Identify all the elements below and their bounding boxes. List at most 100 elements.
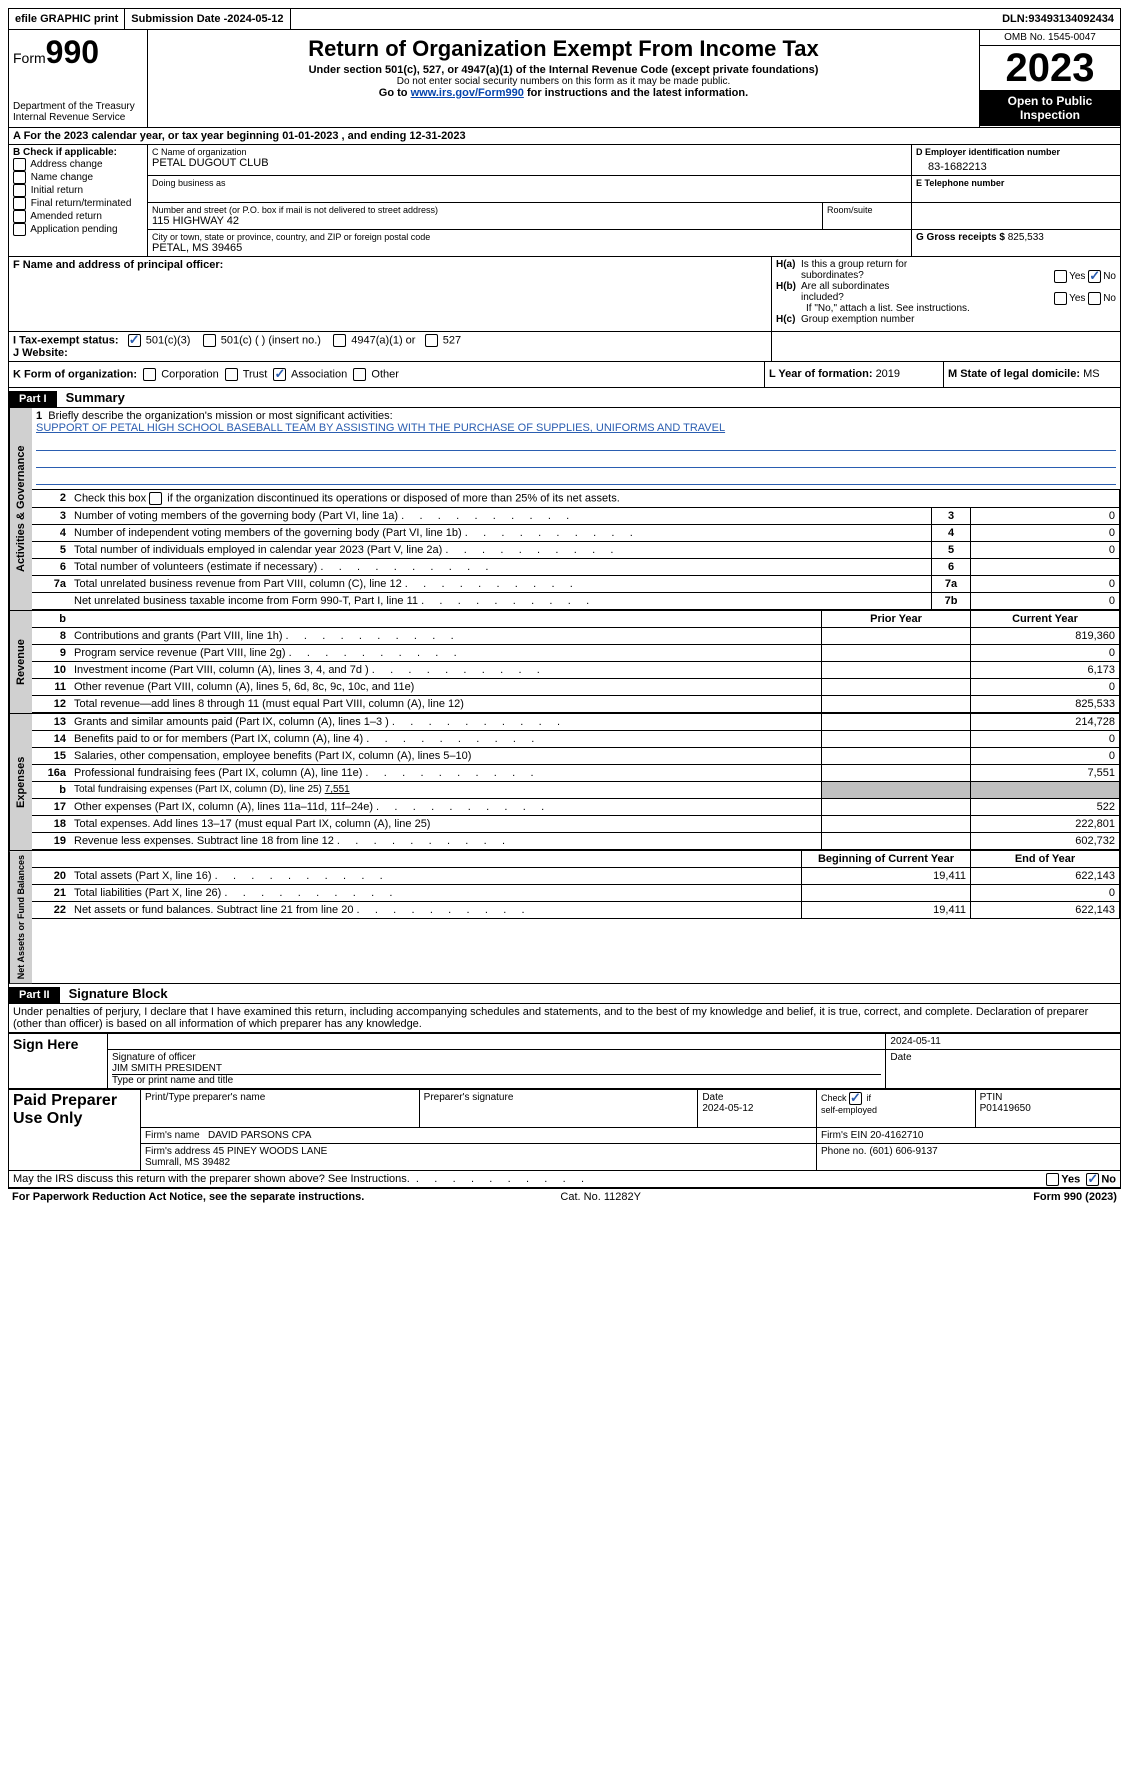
line-10-current: 6,173 <box>971 662 1120 679</box>
name-change-checkbox[interactable] <box>13 171 26 184</box>
officer-group-row: F Name and address of principal officer:… <box>8 257 1121 332</box>
part-1-header: Part I Summary <box>8 388 1121 408</box>
ha-yes-checkbox[interactable] <box>1054 270 1067 283</box>
omb-number: OMB No. 1545-0047 <box>980 30 1120 46</box>
line-7b-value: 0 <box>971 593 1120 610</box>
other-checkbox[interactable] <box>353 368 366 381</box>
self-employed-checkbox[interactable] <box>849 1092 862 1105</box>
goto-note: Go to www.irs.gov/Form990 for instructio… <box>152 87 975 99</box>
line-7a-value: 0 <box>971 576 1120 593</box>
efile-label: efile GRAPHIC print <box>9 9 125 29</box>
4947-checkbox[interactable] <box>333 334 346 347</box>
line-20-begin: 19,411 <box>802 868 971 885</box>
corporation-checkbox[interactable] <box>143 368 156 381</box>
part-2-header: Part II Signature Block <box>8 984 1121 1004</box>
form-footer: Form 990 (2023) <box>1033 1191 1117 1203</box>
ein: 83-1682213 <box>916 157 1116 173</box>
state-domicile: MS <box>1083 368 1100 380</box>
line-11-current: 0 <box>971 679 1120 696</box>
line-22-end: 622,143 <box>971 902 1120 919</box>
submission-date: 2024-05-12 <box>227 13 283 25</box>
line-a: A For the 2023 calendar year, or tax yea… <box>8 128 1121 145</box>
discuss-no-checkbox[interactable] <box>1086 1173 1099 1186</box>
501c-checkbox[interactable] <box>203 334 216 347</box>
net-assets-section: Net Assets or Fund Balances Beginning of… <box>8 851 1121 984</box>
line-12-current: 825,533 <box>971 696 1120 713</box>
cat-no: Cat. No. 11282Y <box>560 1191 641 1203</box>
hb-yes-checkbox[interactable] <box>1054 292 1067 305</box>
city-state-zip: PETAL, MS 39465 <box>152 242 907 254</box>
line-18-current: 222,801 <box>971 816 1120 833</box>
trust-checkbox[interactable] <box>225 368 238 381</box>
form-number-box: Form990 Department of the Treasury Inter… <box>9 30 148 127</box>
firm-name: DAVID PARSONS CPA <box>208 1130 311 1141</box>
501c3-checkbox[interactable] <box>128 334 141 347</box>
line-14-current: 0 <box>971 731 1120 748</box>
dln-value: 93493134092434 <box>1028 13 1114 25</box>
irs-link[interactable]: www.irs.gov/Form990 <box>411 87 524 99</box>
amended-return-checkbox[interactable] <box>13 210 26 223</box>
submission-date-cell: Submission Date - 2024-05-12 <box>125 9 290 29</box>
mission-text: SUPPORT OF PETAL HIGH SCHOOL BASEBALL TE… <box>36 422 725 434</box>
sig-date: 2024-05-11 <box>886 1034 1121 1050</box>
officer-name: JIM SMITH PRESIDENT <box>112 1063 881 1074</box>
ha-no-checkbox[interactable] <box>1088 270 1101 283</box>
discuss-row: May the IRS discuss this return with the… <box>8 1171 1121 1188</box>
initial-return-checkbox[interactable] <box>13 184 26 197</box>
net-side-label: Net Assets or Fund Balances <box>9 851 32 983</box>
line-15-current: 0 <box>971 748 1120 765</box>
association-checkbox[interactable] <box>273 368 286 381</box>
line-3-value: 0 <box>971 508 1120 525</box>
dln-cell: DLN: 93493134092434 <box>996 9 1120 29</box>
application-pending-checkbox[interactable] <box>13 223 26 236</box>
exp-side-label: Expenses <box>9 714 32 850</box>
form-subtitle: Under section 501(c), 527, or 4947(a)(1)… <box>152 64 975 76</box>
final-return-checkbox[interactable] <box>13 197 26 210</box>
prep-date: 2024-05-12 <box>702 1103 753 1114</box>
line-6-value <box>971 559 1120 576</box>
activities-governance-section: Activities & Governance 1 Briefly descri… <box>8 408 1121 611</box>
dba <box>152 188 907 200</box>
form-header: Form990 Department of the Treasury Inter… <box>8 30 1121 128</box>
top-bar: efile GRAPHIC print Submission Date - 20… <box>8 8 1121 30</box>
gross-receipts: 825,533 <box>1008 232 1044 243</box>
line-17-current: 522 <box>971 799 1120 816</box>
box-f-label: F Name and address of principal officer: <box>13 259 223 271</box>
entity-header-grid: B Check if applicable: Address change Na… <box>8 145 1121 257</box>
box-b: B Check if applicable: Address change Na… <box>9 145 148 256</box>
line-19-current: 602,732 <box>971 833 1120 850</box>
discuss-yes-checkbox[interactable] <box>1046 1173 1059 1186</box>
page-footer: For Paperwork Reduction Act Notice, see … <box>8 1188 1121 1205</box>
line-9-current: 0 <box>971 645 1120 662</box>
line-8-current: 819,360 <box>971 628 1120 645</box>
form-title: Return of Organization Exempt From Incom… <box>152 36 975 62</box>
expenses-section: Expenses 13Grants and similar amounts pa… <box>8 714 1121 851</box>
revenue-section: Revenue bPrior YearCurrent Year 8Contrib… <box>8 611 1121 714</box>
signature-table: Sign Here 2024-05-11 Signature of office… <box>8 1033 1121 1089</box>
klm-row: K Form of organization: Corporation Trus… <box>8 362 1121 388</box>
ptin: P01419650 <box>980 1103 1031 1114</box>
line-20-end: 622,143 <box>971 868 1120 885</box>
dept-label: Department of the Treasury Internal Reve… <box>13 101 143 123</box>
address-change-checkbox[interactable] <box>13 158 26 171</box>
year-box: OMB No. 1545-0047 2023 Open to Public In… <box>979 30 1120 127</box>
firm-ein: 20-4162710 <box>870 1130 923 1141</box>
ssn-note: Do not enter social security numbers on … <box>152 76 975 87</box>
form-title-box: Return of Organization Exempt From Incom… <box>148 30 979 127</box>
line-21-end: 0 <box>971 885 1120 902</box>
tax-exempt-row: I Tax-exempt status: 501(c)(3) 501(c) ( … <box>8 332 1121 362</box>
line-22-begin: 19,411 <box>802 902 971 919</box>
org-name: PETAL DUGOUT CLUB <box>152 157 907 169</box>
hb-no-checkbox[interactable] <box>1088 292 1101 305</box>
declaration-text: Under penalties of perjury, I declare th… <box>8 1004 1121 1033</box>
firm-phone: (601) 606-9137 <box>869 1146 937 1157</box>
form-number: 990 <box>46 34 99 70</box>
open-to-public: Open to Public Inspection <box>980 90 1120 126</box>
line-16a-current: 7,551 <box>971 765 1120 782</box>
gov-side-label: Activities & Governance <box>9 408 32 610</box>
rev-side-label: Revenue <box>9 611 32 713</box>
line-5-value: 0 <box>971 542 1120 559</box>
discontinued-checkbox[interactable] <box>149 492 162 505</box>
line-13-current: 214,728 <box>971 714 1120 731</box>
527-checkbox[interactable] <box>425 334 438 347</box>
